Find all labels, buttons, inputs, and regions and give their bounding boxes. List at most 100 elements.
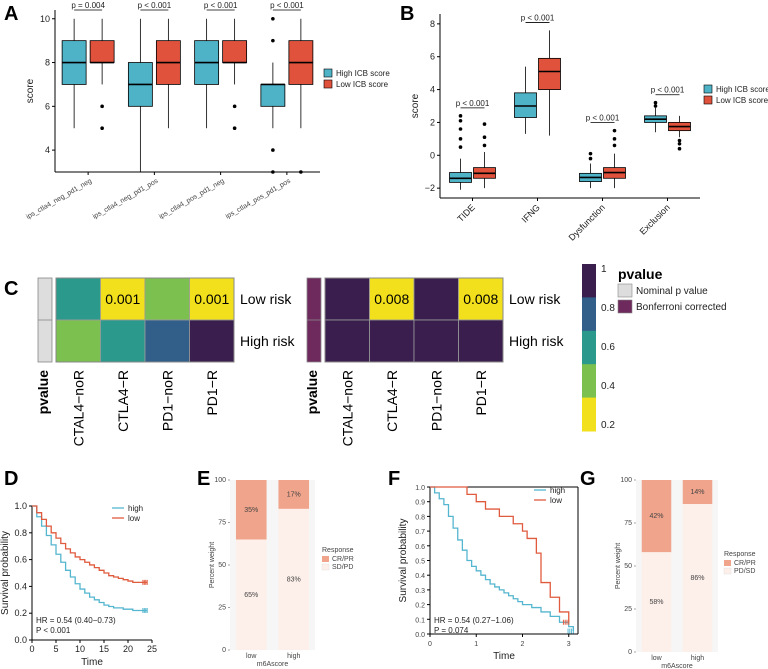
- g-legend-swatch-crpr: [724, 560, 731, 566]
- heatmap-c: 0.001 0.001 Low risk High risk pvalue CTAL4−n…: [35, 264, 727, 446]
- panel-label-e: E: [197, 468, 210, 490]
- d-x-axis-label: Time: [81, 657, 103, 668]
- c-legend-swatch-nominal: [617, 283, 633, 298]
- e-y-tick-label: 0: [222, 647, 226, 654]
- b-legend-label-low: Low ICB score: [716, 96, 768, 105]
- d-y-tick-label: 0.8: [14, 528, 27, 538]
- c-left-annotation-label: pvalue: [35, 370, 51, 415]
- c-left-cell-label: 0.001: [105, 291, 140, 307]
- e-x-tick-label: low: [246, 653, 257, 660]
- c-right-column-label: PD1−noR: [428, 370, 444, 431]
- d-curve-low: [32, 505, 148, 584]
- g-legend-label-pdsd: PD/SD: [734, 568, 755, 575]
- e-x-axis-label: m6Ascore: [257, 661, 289, 668]
- a-outlier: [100, 104, 104, 109]
- a-x-tick-label: ips_ctla4_pos_pd1_pos: [225, 177, 293, 220]
- g-legend-swatch-pdsd: [723, 567, 732, 575]
- d-p-annotation: P < 0.001: [36, 626, 71, 635]
- f-y-tick-label: 0.8: [415, 514, 425, 521]
- f-y-tick-label: 0.3: [415, 588, 425, 595]
- a-y-tick-label: 6: [45, 101, 50, 111]
- f-y-tick-label: 0.2: [415, 603, 425, 610]
- a-x-tick-label: ips_ctla4_neg_pd1_neg: [25, 178, 93, 221]
- c-left-column-label: CTLA4−R: [115, 370, 131, 432]
- b-y-tick-label: 2: [430, 117, 435, 127]
- g-bar-segment-crpr: [641, 480, 672, 553]
- f-y-tick-label: 0.5: [415, 559, 425, 566]
- d-hr-annotation: HR = 0.54 (0.40−0.73): [36, 616, 116, 625]
- c-colorbar-segment: [582, 397, 596, 432]
- box-chart-b: −2 0 2 4 6 8 score p < 0.001 p < 0.001 p < 0.001 p…: [410, 13, 768, 242]
- g-data-label: 58%: [649, 599, 663, 606]
- c-colorbar-tick-label: 0.8: [601, 303, 615, 314]
- f-x-tick-label: 0: [428, 641, 432, 648]
- c-legend-title: pvalue: [618, 266, 663, 282]
- g-legend-title: Response: [724, 551, 756, 558]
- e-legend-label-crpr: CR/PR: [332, 556, 354, 563]
- a-x-tick-label: ips_ctla4_pos_pd1_neg: [158, 178, 226, 221]
- c-left-grid-border: [55, 277, 235, 363]
- a-legend-label-low: Low ICB score: [336, 80, 389, 89]
- c-right-cell: [458, 319, 504, 363]
- a-y-tick-label: 8: [45, 58, 50, 68]
- f-y-tick-label: 0.0: [415, 632, 425, 639]
- b-legend-swatch-high: [703, 84, 713, 94]
- g-y-tick-label: 0: [628, 649, 632, 656]
- d-y-tick-label: 0.0: [14, 635, 27, 645]
- e-y-tick-label: 25: [218, 605, 226, 612]
- d-x-tick-label: 25: [147, 644, 157, 654]
- d-x-tick-label: 5: [53, 644, 58, 654]
- f-y-tick-label: 1.0: [415, 485, 425, 492]
- b-outlier: [677, 138, 682, 143]
- f-x-tick-label: 3: [567, 641, 571, 648]
- b-pvalue-label: p < 0.001: [521, 13, 555, 22]
- c-right-row-label: Low risk: [509, 291, 561, 307]
- c-colorbar-tick-label: 0.6: [601, 342, 615, 353]
- b-y-tick-label: 6: [430, 52, 435, 62]
- g-y-tick-label: 50: [624, 563, 632, 570]
- a-outlier: [271, 148, 275, 152]
- e-y-tick-label: 50: [218, 562, 226, 569]
- panel-label-d: D: [4, 468, 18, 490]
- c-left-column-label: PD1−R: [204, 370, 220, 416]
- e-legend-swatch-sdpd: [321, 563, 330, 571]
- f-curve-low: [430, 486, 570, 623]
- box-chart-a: 4 6 8 10 score p = 0.004 p < 0.001 p < 0.001 p <…: [25, 1, 390, 221]
- c-right-cell: [324, 277, 370, 321]
- e-data-label: 35%: [244, 507, 258, 514]
- b-x-tick-label: IFNG: [520, 202, 542, 224]
- f-y-tick-label: 0.7: [415, 529, 425, 536]
- b-outlier: [458, 137, 463, 141]
- g-y-tick-label: 100: [620, 477, 632, 484]
- g-x-tick-label: high: [691, 655, 704, 662]
- b-outlier: [677, 141, 682, 146]
- c-left-cell: [144, 319, 190, 363]
- a-y-tick-label: 10: [40, 14, 50, 24]
- c-right-grid-border: [324, 277, 504, 363]
- c-right-cell: [413, 277, 459, 321]
- b-x-tick-label: Exclusion: [638, 202, 672, 236]
- d-x-tick-label: 20: [123, 644, 133, 654]
- c-right-cell: [369, 277, 415, 321]
- c-colorbar-segment: [582, 364, 596, 399]
- a-outlier: [100, 126, 104, 131]
- f-hr-annotation: HR = 0.54 (0.27−1.06): [434, 616, 514, 625]
- a-outlier: [232, 126, 237, 131]
- survival-chart-f: 0.0 0.1 0.2 0.3 0.4 0.5 0.6 0.7 0.8 0.9 1.0 0 1 2 3 Tim…: [398, 485, 579, 662]
- d-curve-high: [32, 505, 148, 612]
- e-legend-label-sdpd: SD/PD: [332, 564, 353, 571]
- b-outlier: [612, 128, 617, 133]
- c-left-cell: [189, 277, 235, 321]
- a-outlier: [271, 38, 275, 43]
- e-data-label: 83%: [287, 576, 301, 583]
- b-outlier: [612, 137, 617, 141]
- a-box-low: [89, 40, 115, 63]
- e-y-axis-label: Percent weight: [209, 542, 216, 588]
- b-outlier: [653, 104, 658, 108]
- survival-chart-d: 0.0 0.2 0.4 0.6 0.8 1.0 0 5 10 15 20 25 Time Survival…: [0, 501, 157, 668]
- f-x-tick-label: 2: [521, 641, 525, 648]
- e-legend-swatch-crpr: [322, 556, 329, 562]
- g-y-tick-label: 25: [624, 606, 632, 613]
